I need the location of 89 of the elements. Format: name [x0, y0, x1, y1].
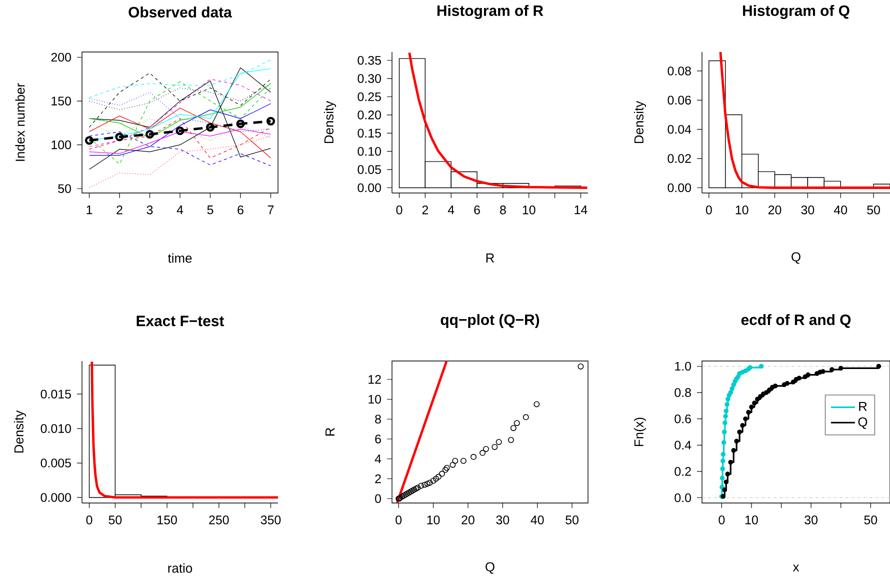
y-tick-label: 0.20	[358, 110, 381, 120]
y-tick-label: 0.010	[40, 424, 71, 433]
x-axis-title: Q	[792, 252, 800, 264]
y-tick-label: 0.015	[40, 390, 71, 398]
x-axis-title: R	[486, 254, 494, 262]
y-tick-label: 1.0	[675, 362, 691, 371]
y-axis-title: Density	[634, 100, 646, 144]
y-axis-title: Density	[324, 100, 336, 144]
chart-title: Histogram of Q	[743, 5, 850, 20]
x-tick-label: 6	[474, 206, 480, 214]
x-tick-label: 10	[522, 206, 536, 214]
x-tick-label: 250	[209, 516, 229, 524]
x-tick-label: 6	[238, 206, 244, 214]
y-tick-label: 0.08	[668, 66, 691, 76]
x-tick-label: 50	[864, 516, 878, 524]
y-tick-label: 0.10	[358, 146, 381, 156]
x-tick-label: 8	[500, 206, 506, 214]
y-tick-label: 6	[375, 434, 381, 444]
x-tick-label: 20	[768, 206, 782, 214]
y-tick-label: 0.15	[358, 128, 381, 138]
legend-label: R	[859, 402, 867, 411]
y-tick-label: 0.02	[668, 154, 691, 163]
y-tick-label: 0.06	[668, 96, 691, 105]
y-tick-label: 12	[368, 375, 381, 384]
x-tick-label: 0	[718, 516, 725, 524]
x-tick-label: 1	[86, 206, 92, 214]
y-tick-label: 0.2	[674, 467, 691, 476]
x-tick-label: 5	[207, 206, 214, 214]
x-tick-label: 2	[116, 206, 122, 214]
chart-title: Exact F−test	[136, 316, 224, 326]
y-axis-title: Fn(x)	[634, 418, 646, 446]
y-tick-label: 8	[375, 414, 381, 424]
y-tick-label: 0.0	[674, 493, 691, 502]
x-tick-label: 30	[496, 516, 510, 524]
x-tick-label: 4	[448, 206, 454, 214]
y-tick-label: 0.000	[40, 493, 71, 502]
y-tick-label: 0.4	[674, 440, 692, 450]
y-tick-label: 4	[374, 454, 382, 464]
chart-title: ecdf of R and Q	[741, 314, 851, 328]
y-tick-label: 0.04	[668, 124, 692, 134]
x-tick-label: 0	[396, 516, 402, 524]
y-tick-label: 2	[375, 474, 381, 484]
x-tick-label: 14	[574, 206, 588, 214]
y-tick-label: 200	[51, 52, 71, 62]
x-tick-label: 10	[427, 516, 440, 524]
chart-title: qq−plot (Q−R)	[440, 314, 540, 328]
y-tick-label: 0.005	[40, 458, 71, 468]
x-tick-label: 150	[158, 516, 177, 524]
y-axis-title: Density	[14, 410, 26, 453]
y-tick-label: 100	[52, 140, 71, 150]
x-axis-title: x	[792, 564, 800, 572]
x-tick-label: 3	[146, 206, 153, 214]
x-tick-label: 40	[834, 206, 848, 214]
chart-title: Observed data	[128, 6, 232, 18]
y-tick-label: 0.25	[358, 92, 381, 102]
y-tick-label: 0.00	[358, 183, 381, 192]
x-tick-label: 10	[745, 516, 758, 524]
y-tick-label: 50	[58, 184, 71, 194]
y-tick-label: 0.6	[674, 414, 691, 424]
x-tick-label: 30	[801, 206, 814, 214]
x-tick-label: 2	[422, 206, 428, 214]
x-tick-label: 40	[530, 516, 544, 524]
x-tick-label: 4	[176, 206, 184, 214]
x-tick-label: 0	[86, 516, 92, 524]
x-tick-label: 7	[268, 206, 274, 214]
y-tick-label: 0.05	[358, 165, 381, 174]
y-tick-label: 0	[375, 494, 381, 504]
x-tick-label: 50	[108, 516, 122, 524]
x-tick-label: 30	[804, 516, 818, 524]
y-axis-title: Index number	[15, 83, 25, 161]
y-tick-label: 10	[368, 394, 381, 404]
x-axis-title: ratio	[168, 563, 192, 573]
x-tick-label: 0	[396, 206, 402, 214]
x-tick-label: 50	[867, 206, 880, 214]
x-tick-label: 0	[706, 206, 712, 214]
chart-title: Histogram of R	[437, 5, 544, 20]
x-tick-label: 20	[462, 516, 474, 524]
x-tick-label: 350	[260, 516, 281, 524]
y-tick-label: 150	[52, 96, 71, 106]
legend-label: Q	[858, 417, 868, 429]
y-tick-label: 0.00	[668, 183, 691, 192]
x-tick-label: 10	[736, 206, 748, 214]
x-tick-label: 50	[566, 516, 578, 524]
x-axis-title: Q	[486, 562, 494, 574]
y-tick-label: 0.8	[674, 388, 691, 397]
y-tick-label: 0.30	[358, 74, 381, 83]
y-axis-title: R	[326, 428, 334, 436]
x-axis-title: time	[168, 253, 192, 263]
y-tick-label: 0.35	[358, 56, 381, 65]
